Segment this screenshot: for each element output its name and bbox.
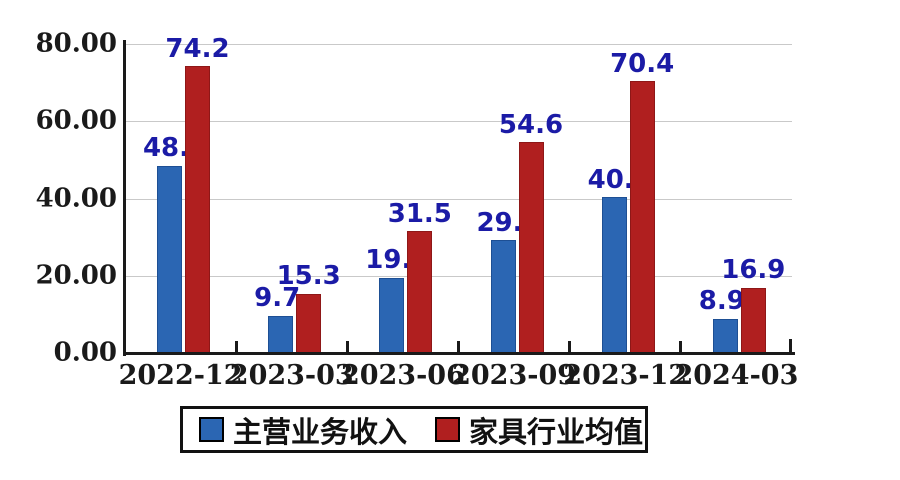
legend: 主营业务收入 家具行业均值 bbox=[180, 406, 648, 453]
x-axis-tick bbox=[679, 341, 683, 353]
gridline bbox=[125, 275, 792, 277]
bar-value-label: 8.9 bbox=[698, 286, 745, 317]
bar bbox=[518, 142, 544, 353]
x-axis-tick bbox=[234, 341, 238, 353]
x-axis-tick-label: 2023-06 bbox=[340, 360, 465, 391]
bar-value-label: 70.4 bbox=[610, 48, 675, 79]
bar bbox=[296, 293, 322, 353]
legend-label: 主营业务收入 bbox=[233, 414, 408, 449]
x-axis-tick-label: 2023-12 bbox=[563, 360, 688, 391]
legend-item: 家具行业均值 bbox=[435, 409, 643, 451]
bar-value-label: 15.3 bbox=[276, 261, 341, 292]
bar-value-label: 16.9 bbox=[721, 255, 786, 286]
gridline bbox=[125, 121, 792, 123]
x-axis-tick-label: 2022-12 bbox=[118, 360, 243, 391]
gridline bbox=[125, 198, 792, 200]
bar-value-label: 29. bbox=[476, 207, 523, 238]
bar-value-label: 54.6 bbox=[498, 109, 564, 140]
legend-label: 家具行业均值 bbox=[469, 414, 644, 449]
x-axis-line bbox=[123, 352, 795, 355]
bar-value-label: 48. bbox=[142, 133, 189, 164]
bar bbox=[407, 231, 433, 353]
bar-value-label: 9.7 bbox=[254, 282, 301, 313]
bar-value-label: 40. bbox=[587, 164, 634, 195]
bar bbox=[629, 81, 655, 353]
legend-swatch bbox=[435, 417, 461, 442]
y-axis-tick-label: 0.00 bbox=[53, 337, 117, 368]
bar bbox=[379, 278, 405, 353]
y-axis-tick-label: 80.00 bbox=[35, 28, 117, 59]
x-axis-tick bbox=[568, 341, 572, 353]
x-axis-tick-label: 2023-03 bbox=[229, 360, 354, 391]
x-axis-tick bbox=[345, 341, 349, 353]
y-axis-tick-label: 40.00 bbox=[35, 182, 117, 213]
bar bbox=[185, 66, 210, 353]
bar bbox=[268, 315, 294, 353]
bar bbox=[712, 318, 738, 353]
y-axis-tick-label: 60.00 bbox=[35, 105, 117, 136]
x-axis-tick-label: 2023-09 bbox=[452, 360, 577, 391]
x-axis-tick-label: 2024-03 bbox=[674, 360, 799, 391]
legend-swatch bbox=[199, 417, 224, 442]
y-axis-line bbox=[123, 40, 126, 356]
bar bbox=[490, 240, 516, 353]
bar-value-label: 31.5 bbox=[387, 198, 452, 229]
x-axis-end-tick bbox=[789, 339, 792, 353]
bar bbox=[601, 197, 627, 353]
bar bbox=[740, 287, 766, 353]
gridline bbox=[125, 44, 792, 45]
y-axis-tick-label: 20.00 bbox=[35, 260, 117, 291]
legend-item: 主营业务收入 bbox=[199, 409, 407, 451]
x-axis-tick bbox=[457, 341, 460, 353]
bar-value-label: 74.2 bbox=[165, 33, 230, 64]
bar bbox=[157, 165, 182, 353]
bar-value-label: 19. bbox=[365, 245, 412, 276]
